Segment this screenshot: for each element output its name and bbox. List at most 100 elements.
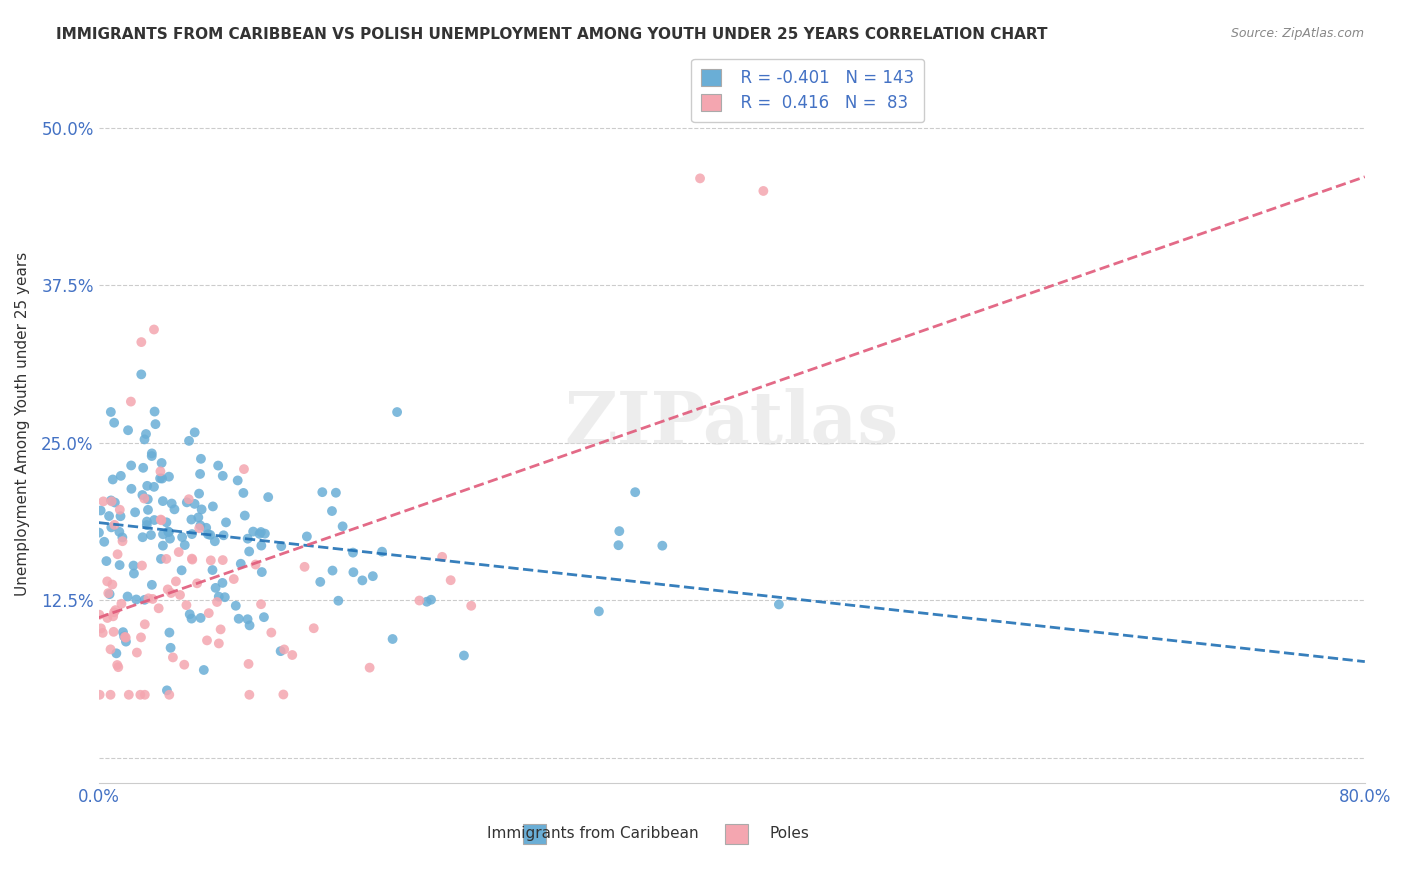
Point [453, 648, 475, 663]
Point [226, 474, 249, 488]
Point [328, 593, 350, 607]
Point [371, 544, 394, 558]
Point [91, 494, 114, 508]
Point [134, 617, 156, 632]
Point [108, 502, 131, 516]
Point [204, 534, 226, 549]
Point [200, 528, 222, 542]
Point [440, 573, 463, 587]
Point [211, 575, 233, 590]
Point [173, 657, 195, 672]
Point [103, 605, 125, 619]
Point [157, 469, 180, 483]
Point [253, 526, 276, 541]
Point [131, 335, 153, 350]
Point [181, 527, 204, 541]
Point [120, 394, 142, 409]
Point [211, 553, 233, 567]
Point [195, 521, 218, 535]
Point [105, 646, 128, 660]
Point [163, 502, 186, 516]
Text: Immigrants from Caribbean: Immigrants from Caribbean [486, 826, 699, 840]
Point [149, 471, 172, 485]
Point [385, 405, 408, 419]
Point [211, 468, 233, 483]
Point [294, 559, 316, 574]
Point [143, 322, 166, 336]
Point [342, 546, 364, 560]
Point [104, 495, 127, 509]
Point [162, 650, 184, 665]
Point [129, 688, 152, 702]
Point [321, 564, 343, 578]
Point [238, 618, 260, 632]
Point [150, 456, 173, 470]
Point [100, 520, 122, 534]
Point [607, 524, 630, 538]
Point [176, 598, 198, 612]
Point [115, 634, 138, 648]
Point [155, 516, 177, 530]
Point [105, 658, 128, 673]
Point [96, 611, 118, 625]
Point [165, 574, 187, 589]
Point [122, 558, 145, 573]
Point [149, 552, 172, 566]
Point [139, 528, 162, 542]
FancyBboxPatch shape [725, 824, 748, 844]
Point [100, 688, 122, 702]
Point [270, 539, 292, 553]
Point [321, 504, 343, 518]
Point [361, 569, 384, 583]
Point [149, 464, 172, 478]
Point [89, 688, 111, 702]
Point [135, 515, 157, 529]
Point [132, 460, 155, 475]
Point [108, 524, 131, 539]
Point [183, 497, 205, 511]
Point [215, 516, 238, 530]
Point [188, 467, 211, 481]
Point [232, 486, 254, 500]
Point [233, 508, 256, 523]
Point [229, 557, 252, 571]
Point [651, 539, 673, 553]
Point [177, 434, 200, 448]
Point [238, 657, 260, 671]
Point [187, 510, 209, 524]
Point [96, 574, 118, 589]
Point [112, 629, 135, 643]
Point [134, 491, 156, 506]
Point [204, 581, 226, 595]
Point [149, 512, 172, 526]
Point [98, 587, 121, 601]
Point [157, 625, 180, 640]
Point [90, 621, 112, 635]
Point [157, 524, 180, 539]
Point [208, 590, 231, 604]
Point [93, 534, 115, 549]
Point [98, 509, 121, 524]
Point [167, 545, 190, 559]
Point [138, 591, 160, 606]
Point [117, 590, 139, 604]
Point [201, 563, 224, 577]
Point [768, 598, 790, 612]
Point [150, 471, 173, 485]
Point [145, 417, 167, 431]
Point [250, 524, 273, 539]
Text: Poles: Poles [769, 826, 810, 840]
Point [125, 646, 148, 660]
Point [295, 529, 318, 543]
Point [110, 509, 132, 524]
Point [103, 416, 125, 430]
Point [129, 631, 152, 645]
Point [120, 482, 142, 496]
Point [103, 517, 125, 532]
Point [89, 607, 111, 622]
Point [311, 485, 333, 500]
Point [141, 578, 163, 592]
Point [125, 592, 148, 607]
Point [273, 642, 295, 657]
Point [136, 492, 159, 507]
